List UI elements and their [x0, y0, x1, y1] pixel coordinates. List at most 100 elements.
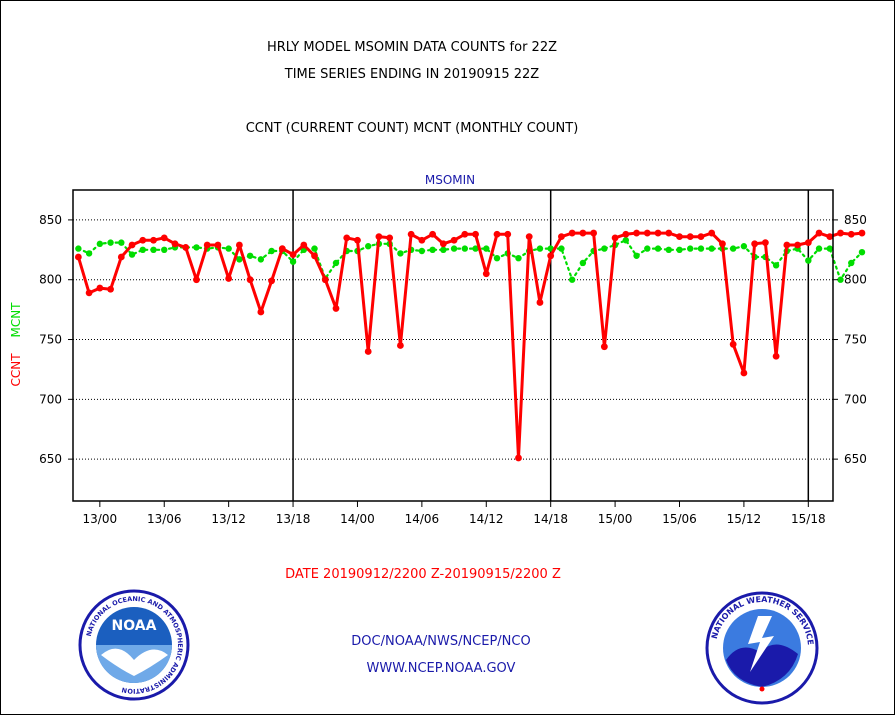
ccnt-point [858, 229, 866, 237]
mcnt-point [440, 246, 447, 254]
ccnt-point [225, 275, 233, 282]
y-tick-label-right: 650 [844, 452, 867, 466]
ccnt-point [160, 234, 168, 242]
ccnt-point [697, 233, 705, 241]
ccnt-point [150, 236, 157, 244]
ccnt-point [686, 233, 694, 241]
ccnt-point [107, 285, 114, 293]
mcnt-point [644, 245, 651, 252]
ccnt-point [504, 230, 512, 238]
ccnt-point [472, 230, 479, 238]
mcnt-point [708, 245, 715, 252]
ccnt-point [429, 230, 437, 238]
y-tick-label-right: 800 [844, 273, 867, 287]
mcnt-point [75, 245, 82, 252]
mcnt-point [568, 276, 576, 283]
ccnt-point [493, 230, 501, 238]
ccnt-point [278, 245, 286, 253]
mcnt-point [622, 237, 630, 244]
chart-title-line2: TIME SERIES ENDING IN 20190915 22Z [284, 67, 540, 82]
ccnt-point [289, 251, 297, 258]
x-tick-label: 14/00 [340, 512, 375, 526]
ccnt-point [622, 230, 630, 238]
y-axis-right: 650 700 750 800 850 [833, 213, 867, 466]
mcnt-point [826, 245, 833, 252]
mcnt-point [536, 245, 544, 252]
ccnt-point [579, 229, 587, 237]
ccnt-point [96, 284, 104, 292]
mcnt-point [815, 245, 823, 252]
mcnt-point [729, 245, 737, 252]
x-tick-label: 15/12 [727, 512, 762, 526]
mcnt-point [461, 245, 469, 252]
ccnt-point [139, 236, 147, 244]
ccnt-point [343, 234, 351, 242]
ccnt-point [300, 241, 308, 249]
ccnt-point [332, 305, 340, 312]
ccnt-point [85, 289, 93, 297]
ccnt-point [203, 241, 211, 249]
ccnt-point [654, 229, 662, 237]
nws-star-icon [759, 686, 765, 692]
ccnt-point [515, 454, 522, 462]
ccnt-point [525, 233, 533, 241]
ccnt-point [558, 233, 565, 241]
ccnt-series [74, 229, 866, 462]
x-tick-label: 13/12 [211, 512, 246, 526]
ccnt-point [815, 229, 823, 237]
y-tick-label: 750 [39, 333, 62, 347]
mcnt-point [676, 246, 683, 254]
x-tick-label: 14/12 [469, 512, 504, 526]
mcnt-point [128, 251, 136, 258]
mcnt-point [633, 252, 640, 259]
ccnt-point [439, 240, 447, 248]
ccnt-point [482, 270, 490, 278]
x-tick-label: 13/00 [83, 512, 118, 526]
mcnt-point [246, 252, 254, 259]
ccnt-point [257, 308, 265, 316]
ccnt-point [235, 241, 243, 249]
ccnt-point [729, 340, 737, 348]
nws-logo: NATIONAL WEATHER SERVICE [705, 591, 819, 705]
ccnt-point [246, 276, 254, 284]
y-tick-label-right: 700 [844, 392, 867, 406]
ccnt-point [547, 252, 555, 260]
ccnt-point [364, 348, 372, 355]
mcnt-point [601, 245, 608, 252]
mcnt-point [332, 259, 340, 267]
ccnt-point [311, 252, 318, 260]
x-axis: 13/00 13/06 13/12 13/18 14/00 14/06 14/12 14/18… [83, 501, 826, 526]
mcnt-point [118, 239, 125, 246]
ccnt-point [354, 236, 361, 244]
mcnt-point [515, 254, 522, 262]
mcnt-point [139, 246, 146, 254]
noaa-logo: NOAA NATIONAL OCEANIC AND ATMOSPHERIC AD… [78, 589, 190, 701]
mcnt-point [150, 246, 157, 254]
ccnt-point [794, 241, 801, 249]
mcnt-point [225, 245, 232, 252]
mcnt-point [236, 256, 243, 263]
mcnt-point [858, 249, 866, 256]
ccnt-point [633, 229, 640, 237]
y-axis-label-mcnt: MCNT [9, 302, 23, 338]
ccnt-point [418, 236, 426, 244]
ccnt-point [826, 233, 834, 241]
ccnt-point [761, 239, 769, 247]
date-range: DATE 20190912/2200 Z-20190915/2200 Z [285, 567, 561, 582]
x-tick-label: 15/06 [662, 512, 697, 526]
mcnt-point [311, 245, 318, 252]
y-tick-label-right: 850 [844, 213, 867, 227]
ccnt-point [268, 277, 275, 285]
ccnt-point [321, 276, 329, 284]
chart-subtitle: CCNT (CURRENT COUNT) MCNT (MONTHLY COUNT… [246, 121, 579, 136]
mcnt-point [665, 246, 672, 254]
mcnt-point [740, 243, 748, 250]
mcnt-point [161, 246, 168, 254]
ccnt-point [407, 230, 415, 238]
chart-title-line1: HRLY MODEL MSOMIN DATA COUNTS for 22Z [267, 40, 557, 55]
ccnt-point [214, 241, 222, 249]
ccnt-point [375, 233, 383, 241]
mcnt-point [483, 245, 490, 252]
